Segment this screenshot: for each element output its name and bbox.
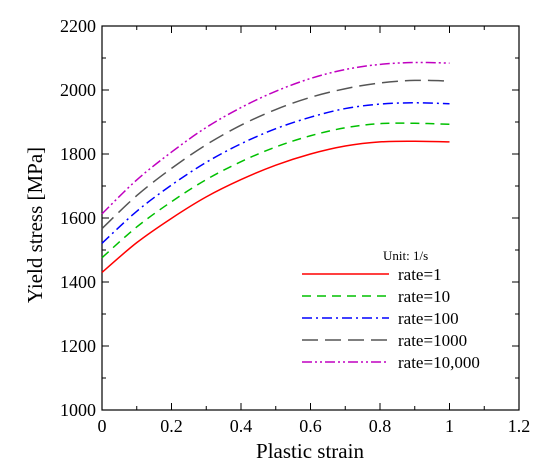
legend-title: Unit: 1/s (383, 248, 428, 263)
y-tick-label: 1000 (60, 400, 96, 420)
series-line-2 (101, 122, 450, 259)
legend-label-4: rate=1000 (398, 331, 467, 350)
y-tick-label: 2000 (60, 80, 96, 100)
series-line-4 (101, 79, 450, 230)
x-tick-label: 0.6 (299, 416, 322, 436)
y-tick-label: 1400 (60, 272, 96, 292)
series-layer (101, 61, 450, 273)
legend: rate=1 rate=10 rate=100 rate=1000 rate=10,00… (302, 265, 480, 372)
y-tick-label: 1600 (60, 208, 96, 228)
legend-label-5: rate=10,000 (398, 353, 480, 372)
legend-label-3: rate=100 (398, 309, 459, 328)
y-tick-label: 2200 (60, 16, 96, 36)
y-tick-label: 1200 (60, 336, 96, 356)
x-tick-label: 0.4 (230, 416, 253, 436)
x-tick-label: 0.8 (369, 416, 392, 436)
series-line-1 (101, 140, 450, 273)
legend-label-2: rate=10 (398, 287, 450, 306)
x-tick-label: 0.2 (160, 416, 183, 436)
x-tick-label: 1.2 (508, 416, 531, 436)
x-axis-title: Plastic strain (256, 439, 364, 463)
x-tick-label: 0 (98, 416, 107, 436)
y-tick-label: 1800 (60, 144, 96, 164)
x-tick-label: 1 (445, 416, 454, 436)
axes-layer: 0 0.2 0.4 0.6 0.8 1 1.2 1000 1200 1400 1600 1800 200… (60, 16, 530, 436)
y-axis-title: Yield stress [MPa] (23, 147, 47, 303)
series-line-5 (101, 61, 450, 215)
series-line-3 (101, 102, 450, 244)
legend-label-1: rate=1 (398, 265, 442, 284)
